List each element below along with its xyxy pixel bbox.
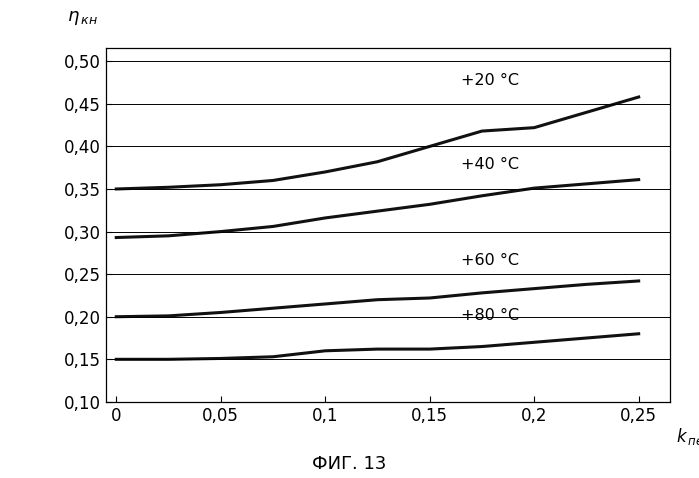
Text: +20 °C: +20 °C: [461, 74, 519, 88]
Text: +40 °C: +40 °C: [461, 157, 519, 172]
Text: ФИГ. 13: ФИГ. 13: [312, 455, 387, 473]
Text: +60 °C: +60 °C: [461, 253, 519, 268]
Text: $k_{\,пер(нн)}$: $k_{\,пер(нн)}$: [676, 427, 699, 451]
Text: +80 °C: +80 °C: [461, 308, 519, 323]
Text: $\eta_{\,кн}$: $\eta_{\,кн}$: [67, 9, 99, 27]
